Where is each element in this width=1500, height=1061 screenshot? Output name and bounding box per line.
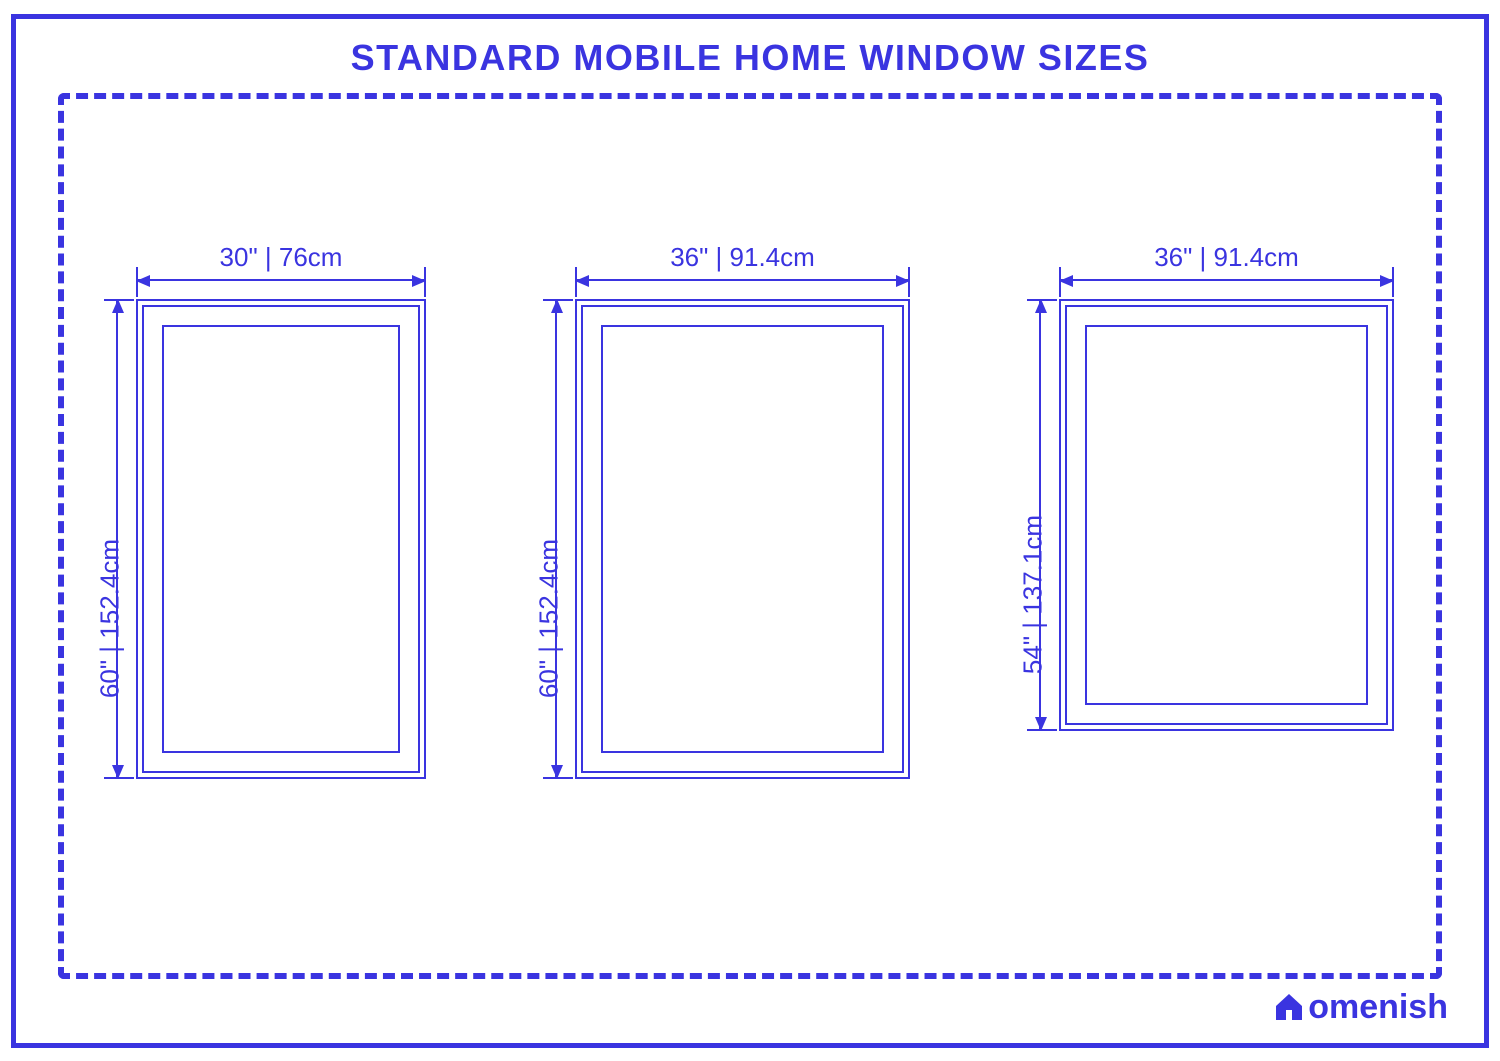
width-dimension: 36" | 91.4cm — [575, 247, 910, 291]
outer-frame: STANDARD MOBILE HOME WINDOW SIZES 30" | … — [11, 14, 1489, 1048]
width-dimension-label: 36" | 91.4cm — [1059, 242, 1394, 273]
window-frame-inner — [1085, 325, 1368, 705]
width-dimension: 30" | 76cm — [136, 247, 426, 291]
height-dimension-label: 54" | 137.1cm — [1018, 515, 1049, 674]
window-unit: 36" | 91.4cm60" | 152.4cm — [575, 299, 910, 779]
width-dimension: 36" | 91.4cm — [1059, 247, 1394, 291]
window-unit: 36" | 91.4cm54" | 137.1cm — [1059, 299, 1394, 731]
diagram-title: STANDARD MOBILE HOME WINDOW SIZES — [16, 37, 1484, 79]
height-dimension-label: 60" | 152.4cm — [534, 539, 565, 698]
brand-logo: omenish — [1272, 988, 1448, 1027]
house-icon — [1272, 992, 1306, 1022]
width-dimension-label: 36" | 91.4cm — [575, 242, 910, 273]
height-dimension: 60" | 152.4cm — [84, 299, 128, 779]
window-unit: 30" | 76cm60" | 152.4cm — [136, 299, 426, 779]
brand-text: omenish — [1308, 988, 1448, 1027]
height-dimension: 60" | 152.4cm — [523, 299, 567, 779]
window-frame-inner — [162, 325, 400, 753]
width-dimension-label: 30" | 76cm — [136, 242, 426, 273]
height-dimension: 54" | 137.1cm — [1007, 299, 1051, 731]
height-dimension-label: 60" | 152.4cm — [95, 539, 126, 698]
window-frame-inner — [601, 325, 884, 753]
windows-row: 30" | 76cm60" | 152.4cm 36" | 91.4cm60" |… — [136, 299, 1394, 779]
